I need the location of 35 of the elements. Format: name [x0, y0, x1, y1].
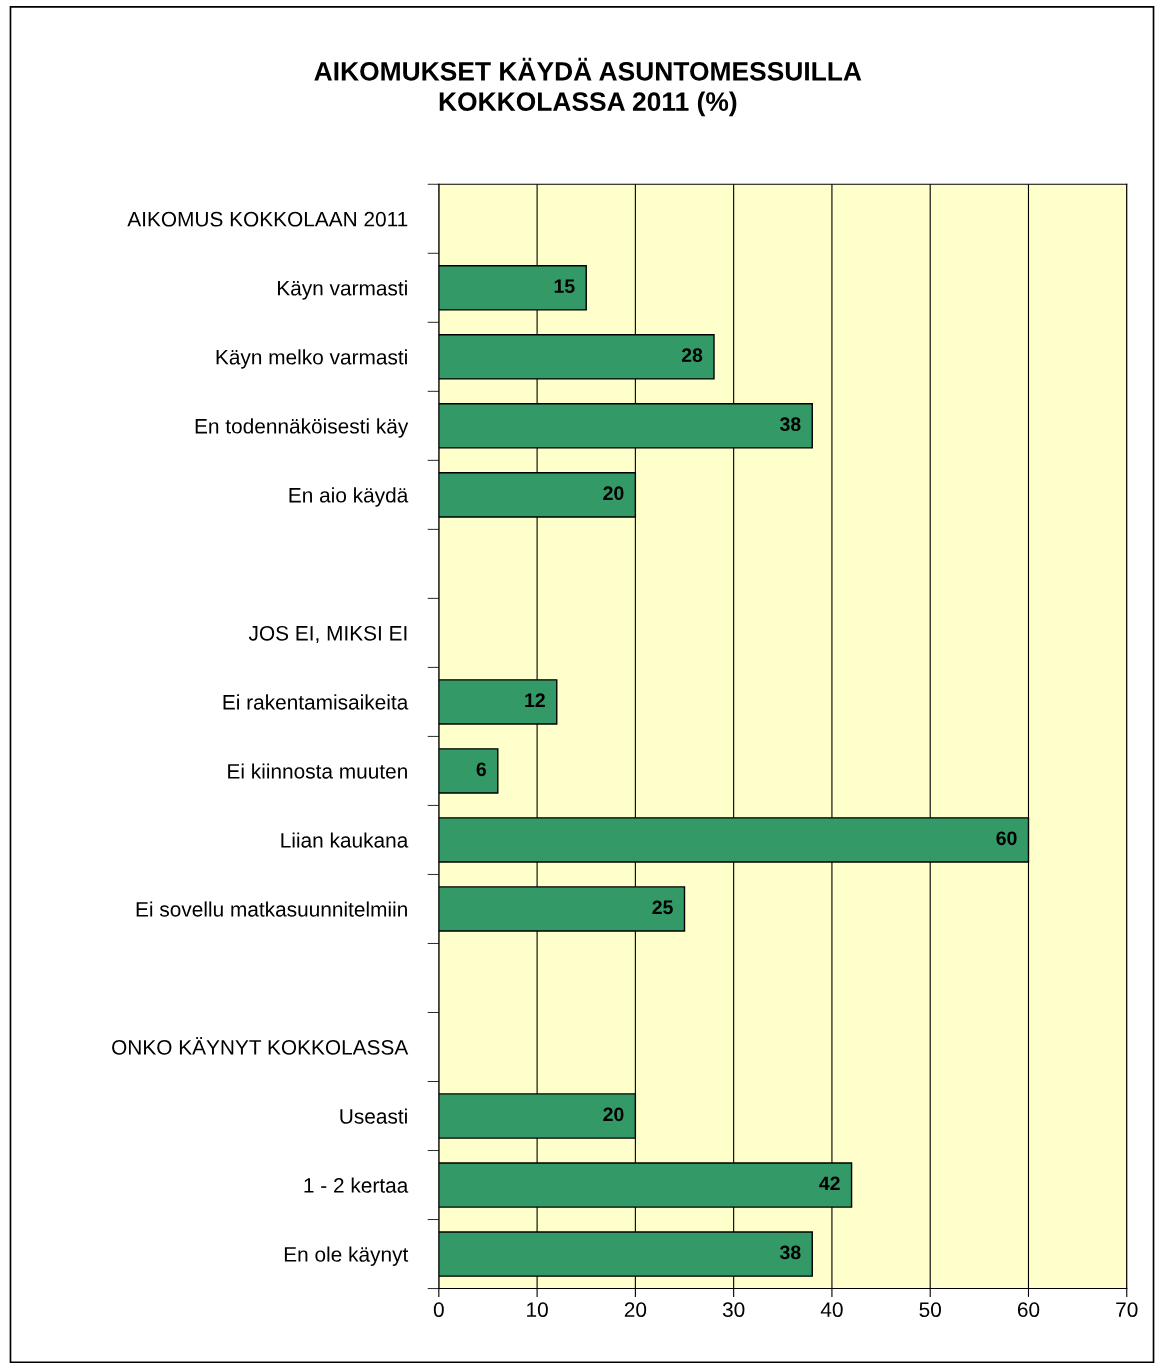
- data-label: 28: [681, 348, 703, 363]
- bar: [438, 748, 499, 794]
- data-label: 6: [476, 762, 486, 777]
- data-label: 38: [779, 1245, 801, 1260]
- x-tick-label: 60: [1017, 1302, 1040, 1318]
- y-tick-label: En aio käydä: [289, 487, 409, 507]
- x-tick-label: 30: [722, 1302, 745, 1318]
- x-tick-label: 40: [820, 1302, 843, 1318]
- y-tick-label: Käyn melko varmasti: [216, 349, 407, 369]
- y-tick-label: AIKOMUS KOKKOLAAN 2011: [127, 211, 408, 227]
- y-tick-label: Käyn varmasti: [278, 280, 407, 300]
- x-tick-label: 0: [433, 1302, 444, 1318]
- data-label: 20: [603, 486, 624, 501]
- y-tick-label: En ole käynyt: [284, 1246, 409, 1266]
- y-tick-label: En todennäköisesti käy: [195, 418, 409, 438]
- data-label: 42: [819, 1176, 840, 1191]
- chart-title: AIKOMUKSET KÄYDÄ ASUNTOMESSUILLA KOKKOLASSA 2011 (%): [314, 57, 862, 117]
- x-tick-label: 70: [1116, 1302, 1138, 1318]
- data-label: 25: [652, 900, 673, 915]
- x-tick-label: 10: [527, 1302, 548, 1318]
- data-label: 15: [554, 279, 575, 294]
- y-tick-label: Useasti: [340, 1108, 407, 1124]
- x-tick-label: 20: [624, 1302, 647, 1318]
- y-tick-label: JOS EI, MIKSI EI: [248, 625, 407, 644]
- x-tick-label: 50: [919, 1302, 941, 1318]
- data-label: 38: [779, 417, 801, 432]
- y-tick-label: 1 - 2 kertaa: [304, 1177, 409, 1193]
- y-tick-label: Liian kaukana: [281, 832, 409, 848]
- y-tick-label: Ei kiinnosta muuten: [228, 763, 407, 779]
- data-label: 20: [603, 1107, 624, 1122]
- y-tick-label: Ei rakentamisaikeita: [223, 694, 409, 710]
- data-label: 12: [525, 693, 545, 707]
- y-tick-label: Ei sovellu matkasuunnitelmiin: [136, 901, 407, 917]
- data-label: 60: [996, 831, 1017, 846]
- y-tick-label: ONKO KÄYNYT KOKKOLASSA: [112, 1037, 409, 1055]
